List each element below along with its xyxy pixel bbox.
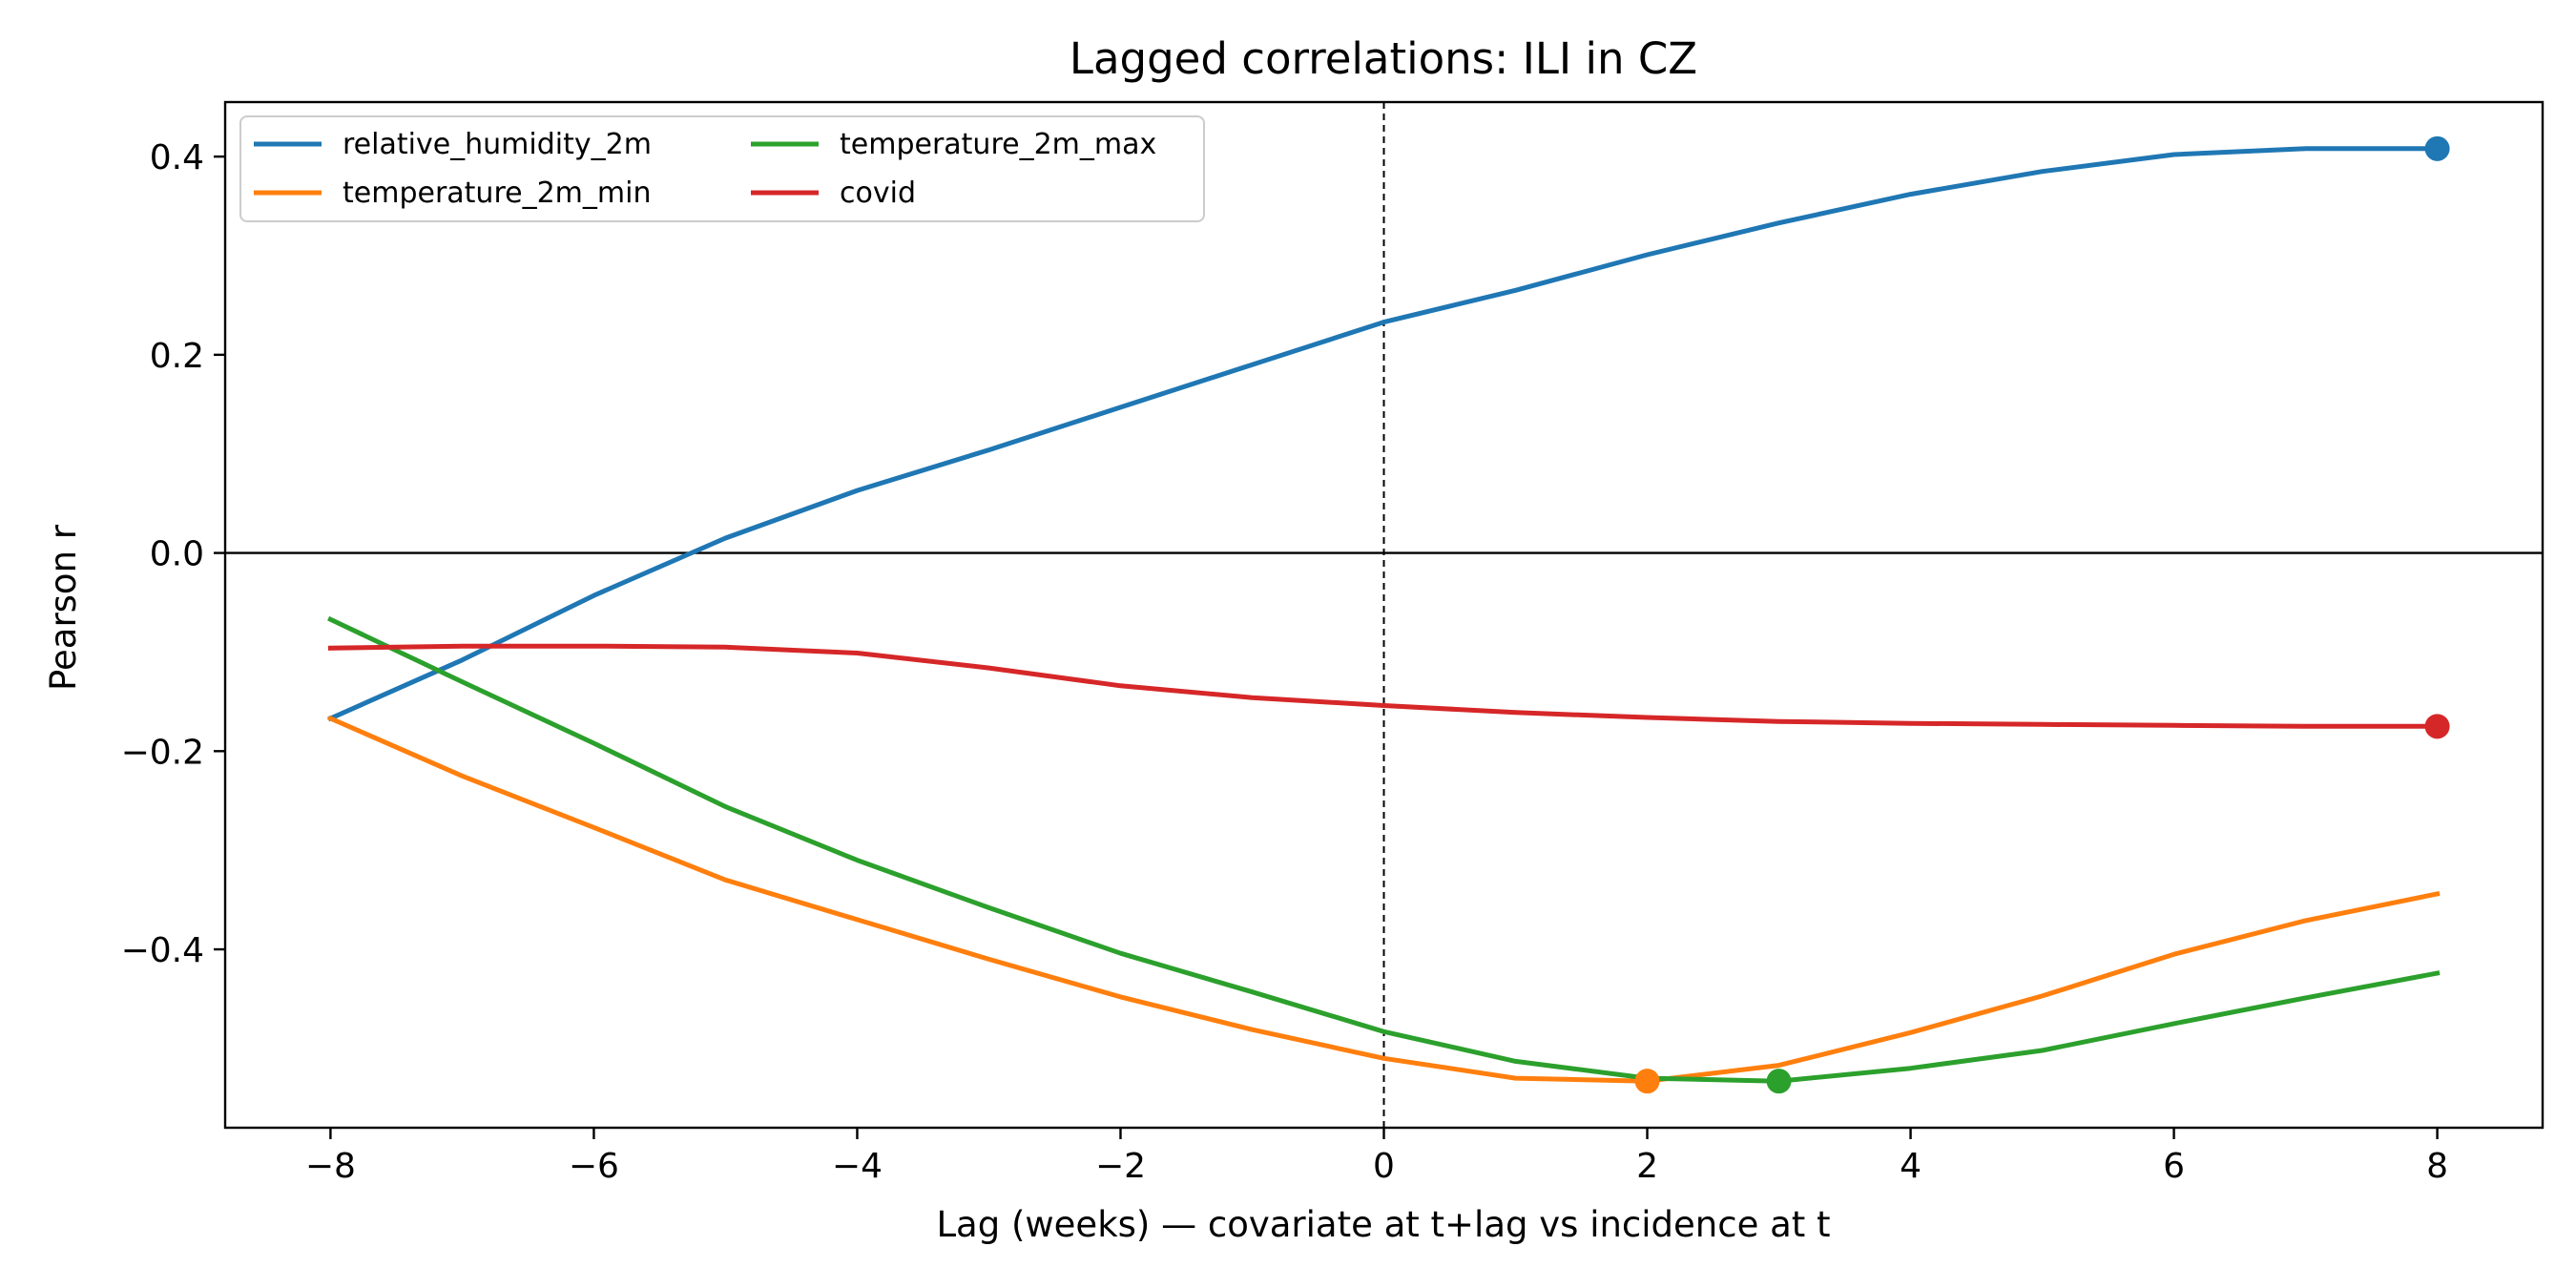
- legend-label-temperature-2m-min: temperature_2m_min: [343, 177, 651, 210]
- legend-label-temperature-2m-max: temperature_2m_max: [840, 128, 1156, 161]
- x-tick-label: 4: [1900, 1147, 1922, 1186]
- x-tick-label: −2: [1095, 1147, 1146, 1186]
- x-tick-label: 0: [1373, 1147, 1395, 1186]
- x-tick-label: −4: [832, 1147, 883, 1186]
- extremum-marker-temperature-2m-min: [1634, 1069, 1660, 1094]
- legend-label-covid: covid: [840, 177, 916, 210]
- series-line-temperature-2m-min: [327, 715, 2441, 1084]
- extremum-marker-covid: [2424, 714, 2450, 739]
- extremum-marker-relative-humidity-2m: [2424, 135, 2450, 161]
- reference-lines: [225, 102, 2543, 1128]
- x-tick-label: 2: [1636, 1147, 1658, 1186]
- plot-area-frame: [223, 100, 2545, 1130]
- x-tick-label: −8: [305, 1147, 356, 1186]
- legend-label-relative-humidity-2m: relative_humidity_2m: [343, 128, 652, 161]
- y-tick-label: −0.4: [121, 931, 204, 970]
- x-tick-label: −6: [569, 1147, 619, 1186]
- legend: relative_humidity_2m temperature_2m_min …: [239, 115, 1205, 222]
- series-line-temperature-2m-max: [327, 615, 2441, 1084]
- y-axis-label: Pearson r: [43, 524, 84, 691]
- y-tick-label: 0.2: [150, 337, 204, 376]
- y-tick-label: 0.4: [150, 138, 204, 177]
- axis-ticks: −8 −6 −4 −2 0 2 4 6 8 0.4 0.2 0.0 −0.2 −0.4: [121, 138, 2448, 1186]
- series-line-covid: [327, 643, 2441, 729]
- x-tick-label: 8: [2426, 1147, 2448, 1186]
- legend-box: [239, 115, 1205, 222]
- plot-series: [327, 135, 2450, 1094]
- y-tick-label: 0.0: [150, 535, 204, 574]
- x-axis-label: Lag (weeks) — covariate at t+lag vs inci…: [936, 1204, 1830, 1245]
- extremum-marker-temperature-2m-max: [1766, 1069, 1792, 1094]
- y-tick-label: −0.2: [121, 733, 204, 772]
- chart-title: Lagged correlations: ILI in CZ: [1070, 33, 1697, 84]
- x-tick-label: 6: [2163, 1147, 2185, 1186]
- series-line-relative-humidity-2m: [327, 146, 2441, 722]
